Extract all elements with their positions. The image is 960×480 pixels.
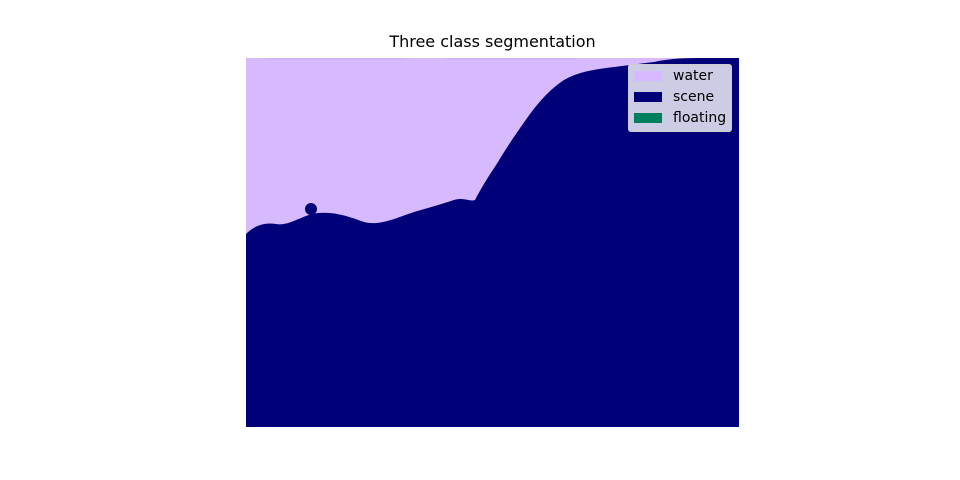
legend-label-scene: scene xyxy=(673,89,715,105)
legend-item-floating: floating xyxy=(634,110,726,126)
legend-label-floating: floating xyxy=(673,110,727,126)
figure-title: Three class segmentation xyxy=(389,32,596,51)
floating-swatch xyxy=(634,113,662,123)
legend: water scene floating xyxy=(628,64,732,132)
legend-label-water: water xyxy=(673,68,713,84)
water-swatch xyxy=(634,71,662,81)
legend-item-water: water xyxy=(634,68,713,84)
legend-item-scene: scene xyxy=(634,89,714,105)
scene-region xyxy=(246,58,739,427)
scene-blob xyxy=(305,203,317,215)
scene-swatch xyxy=(634,92,662,102)
